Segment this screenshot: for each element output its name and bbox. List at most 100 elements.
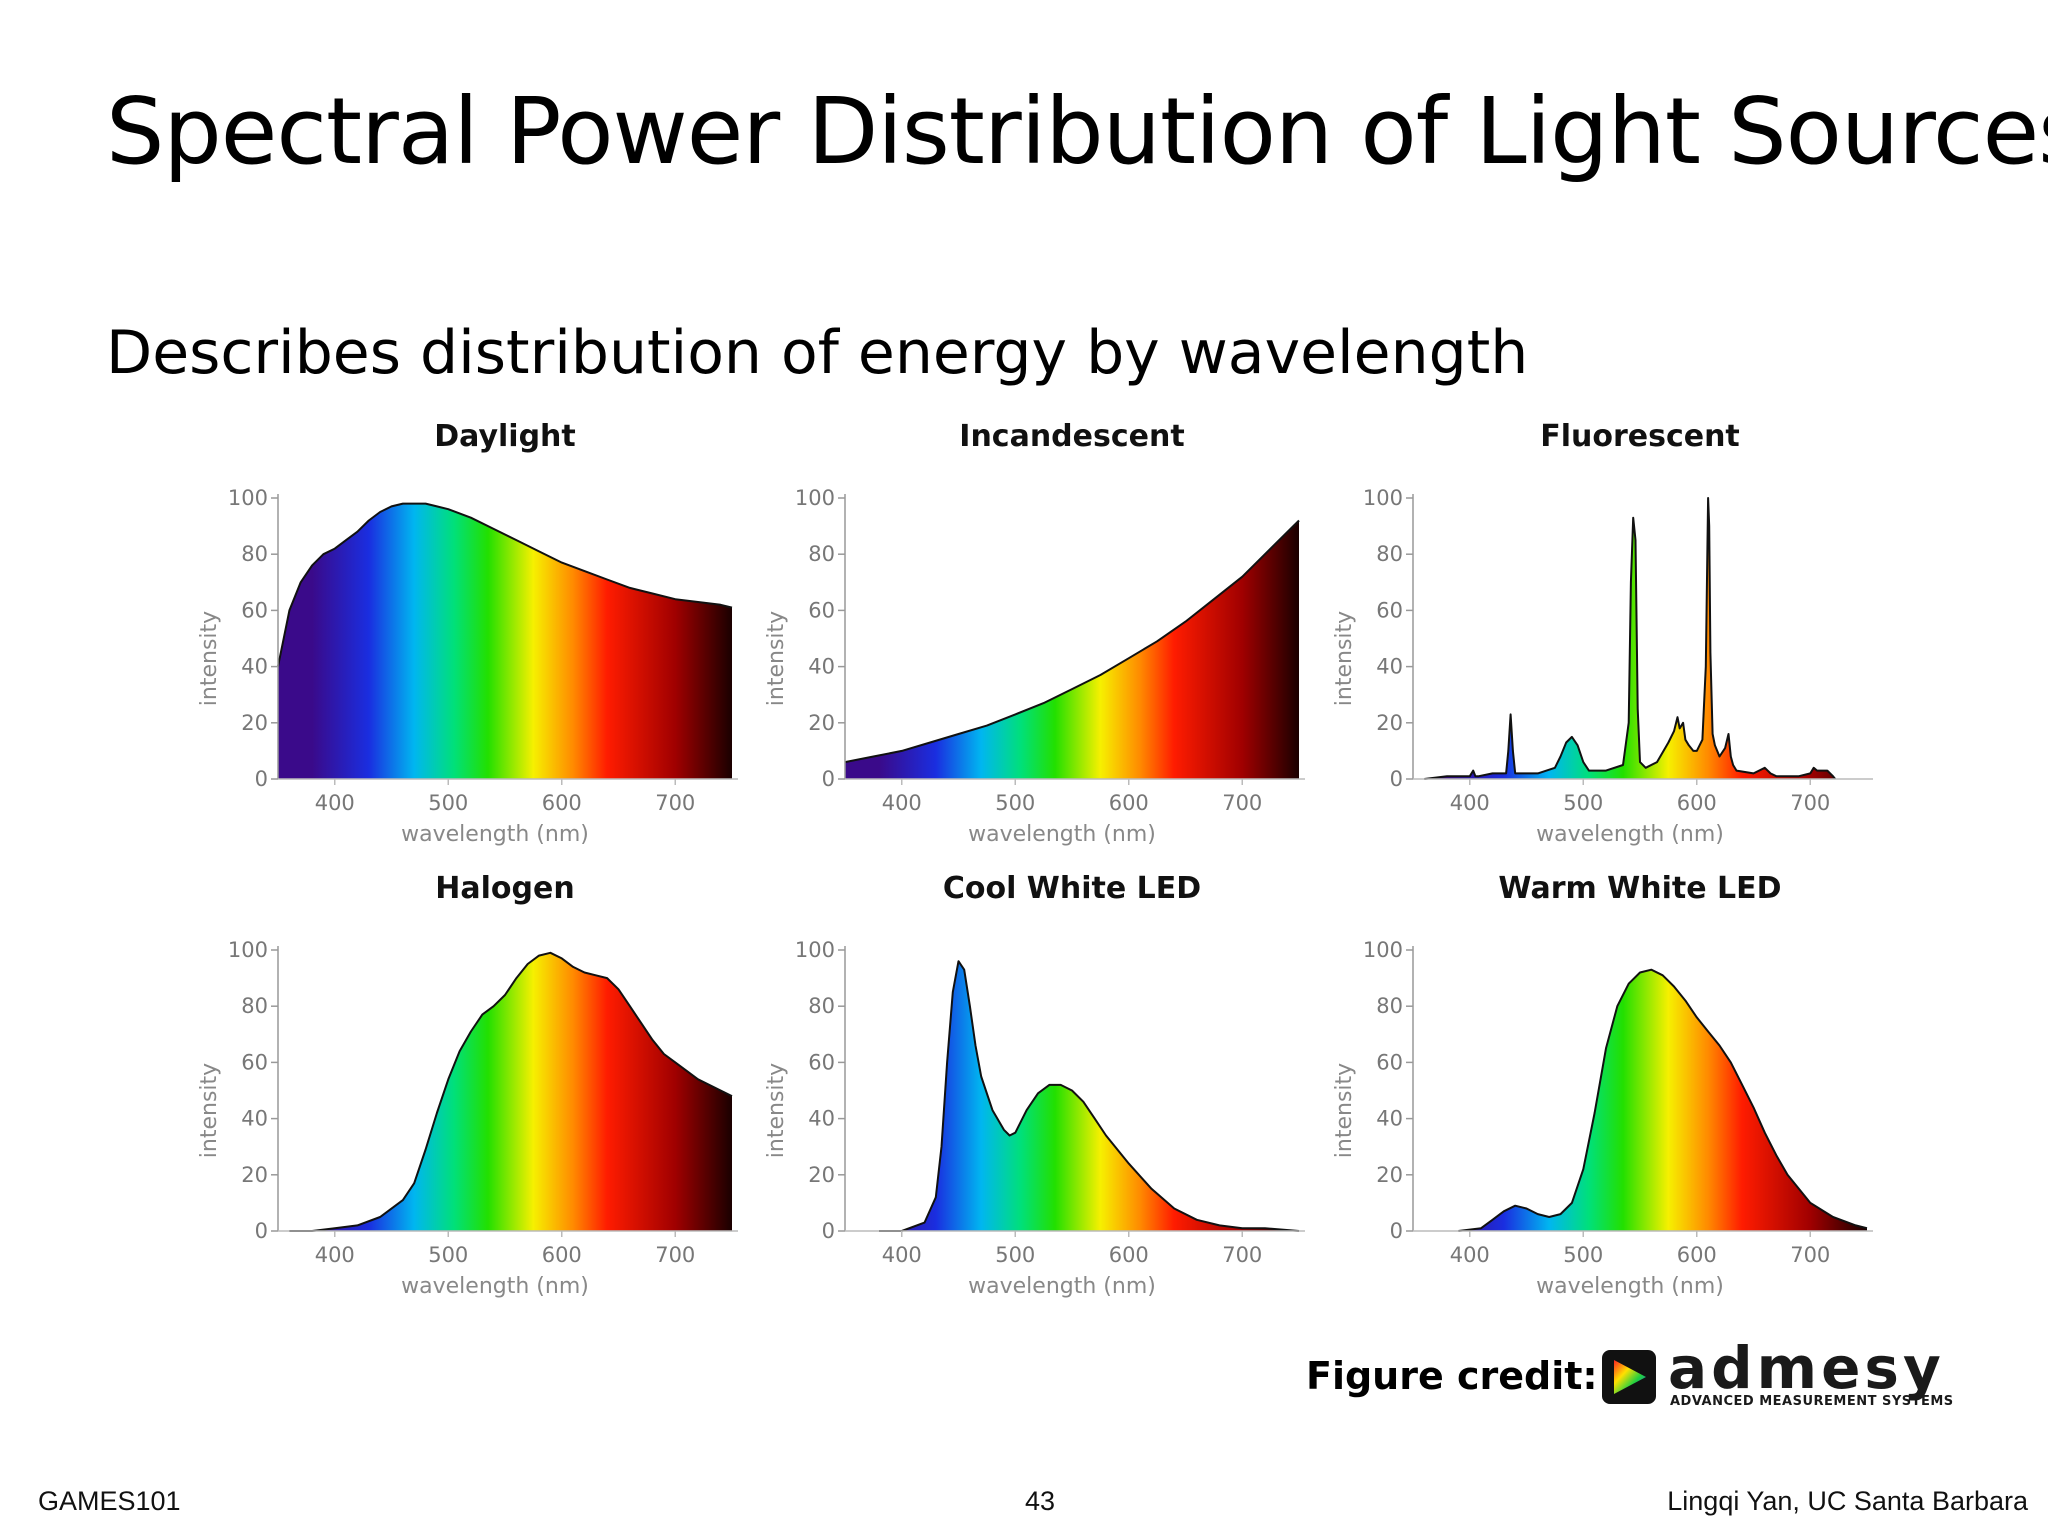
chart-panel-incandescent: Incandescent 0 20 40 60 80 100 400 500 600 700 wave… [764,419,1305,847]
spectrum-line [277,502,733,667]
y-tick-label: 20 [1376,711,1403,735]
x-tick-label: 500 [995,1243,1035,1267]
x-axis-label: wavelength (nm) [968,1274,1156,1299]
chart-panel-halogen: Halogen 0 20 40 60 80 100 400 500 600 700 wavelengt… [197,871,738,1299]
chart-title: Warm White LED [1498,871,1781,906]
x-tick-label: 400 [882,791,922,815]
spectrum-area [278,503,732,779]
admesy-logo: admesy ADVANCED MEASUREMENT SYSTEMS [1600,1334,1960,1414]
x-tick-label: 500 [428,1243,468,1267]
x-axis-label: wavelength (nm) [1536,1274,1724,1299]
footer-author: Lingqi Yan, UC Santa Barbara [1667,1486,2028,1516]
y-tick-label: 20 [808,711,835,735]
x-tick-label: 600 [542,791,582,815]
x-tick-label: 400 [315,1243,355,1267]
chart-title: Daylight [434,419,576,454]
x-tick-label: 600 [1677,1243,1717,1267]
x-tick-label: 400 [882,1243,922,1267]
y-tick-label: 40 [1376,1107,1403,1131]
y-tick-label: 40 [808,1107,835,1131]
y-tick-label: 80 [808,994,835,1018]
y-tick-label: 40 [1376,655,1403,679]
x-tick-label: 400 [315,791,355,815]
y-tick-label: 80 [808,542,835,566]
y-tick-label: 80 [1376,542,1403,566]
x-tick-label: 700 [1222,1243,1262,1267]
y-tick-label: 20 [241,1163,268,1187]
y-tick-label: 80 [241,542,268,566]
admesy-logo-tagline: ADVANCED MEASUREMENT SYSTEMS [1670,1394,1954,1409]
admesy-logo-mark-icon [1602,1350,1656,1404]
y-axis-label: intensity [197,1063,222,1158]
admesy-logo-word: admesy [1668,1334,1945,1402]
slide-title: Spectral Power Distribution of Light Sou… [106,78,2048,185]
y-axis-label: intensity [764,1063,789,1158]
x-tick-label: 700 [1790,1243,1830,1267]
chart-panel-cool-white-led: Cool White LED 0 20 40 60 80 100 400 500 600 700 wa… [764,871,1305,1299]
y-tick-label: 60 [808,598,835,622]
y-tick-label: 100 [228,938,268,962]
x-tick-label: 600 [1109,1243,1149,1267]
spectrum-line [844,519,1300,764]
y-tick-label: 100 [795,938,835,962]
y-tick-label: 20 [808,1163,835,1187]
chart-title: Cool White LED [943,871,1201,906]
y-tick-label: 20 [1376,1163,1403,1187]
spectrum-area [1458,969,1867,1231]
y-axis-label: intensity [764,611,789,706]
x-tick-label: 500 [995,791,1035,815]
slide-subtitle: Describes distribution of energy by wave… [106,318,1529,388]
chart-title: Fluorescent [1540,419,1740,454]
spectrum-line [1458,968,1868,1232]
x-axis-label: wavelength (nm) [401,822,589,847]
y-tick-label: 60 [808,1050,835,1074]
spectrum-line [289,951,733,1232]
y-axis-label: intensity [197,611,222,706]
y-axis-label: intensity [1332,611,1357,706]
y-tick-label: 40 [241,655,268,679]
x-tick-label: 600 [542,1243,582,1267]
x-tick-label: 700 [655,791,695,815]
figure-credit-label: Figure credit: [1306,1354,1598,1398]
x-tick-label: 500 [428,791,468,815]
x-axis-label: wavelength (nm) [1536,822,1724,847]
chart-title: Incandescent [959,419,1184,454]
spectrum-area [845,520,1299,779]
y-tick-label: 100 [228,486,268,510]
y-tick-label: 60 [241,1050,268,1074]
y-tick-label: 20 [241,711,268,735]
x-tick-label: 600 [1109,791,1149,815]
x-axis-label: wavelength (nm) [401,1274,589,1299]
x-tick-label: 500 [1563,791,1603,815]
y-tick-label: 0 [1390,1219,1403,1243]
y-tick-label: 100 [1363,938,1403,962]
y-tick-label: 0 [822,1219,835,1243]
y-tick-label: 60 [241,598,268,622]
y-axis-label: intensity [1332,1063,1357,1158]
chart-panel-fluorescent: Fluorescent 0 20 40 60 80 100 400 500 600 700 wavel… [1332,419,1873,847]
y-tick-label: 40 [241,1107,268,1131]
x-axis-label: wavelength (nm) [968,822,1156,847]
x-tick-label: 700 [1790,791,1830,815]
chart-panel-daylight: Daylight 0 20 40 60 80 100 400 500 600 700 waveleng… [197,419,738,847]
y-tick-label: 0 [1390,767,1403,791]
y-tick-label: 80 [241,994,268,1018]
y-tick-label: 60 [1376,598,1403,622]
y-tick-label: 40 [808,655,835,679]
y-tick-label: 100 [795,486,835,510]
y-tick-label: 80 [1376,994,1403,1018]
x-tick-label: 500 [1563,1243,1603,1267]
x-tick-label: 700 [1222,791,1262,815]
spectrum-area [1424,498,1836,779]
y-tick-label: 0 [255,1219,268,1243]
spectrum-line [1424,497,1836,780]
chart-panel-warm-white-led: Warm White LED 0 20 40 60 80 100 400 500 600 700 wa… [1332,871,1873,1299]
y-tick-label: 0 [822,767,835,791]
x-tick-label: 600 [1677,791,1717,815]
chart-title: Halogen [435,871,574,906]
x-tick-label: 400 [1450,1243,1490,1267]
x-tick-label: 400 [1450,791,1490,815]
y-tick-label: 0 [255,767,268,791]
y-tick-label: 60 [1376,1050,1403,1074]
